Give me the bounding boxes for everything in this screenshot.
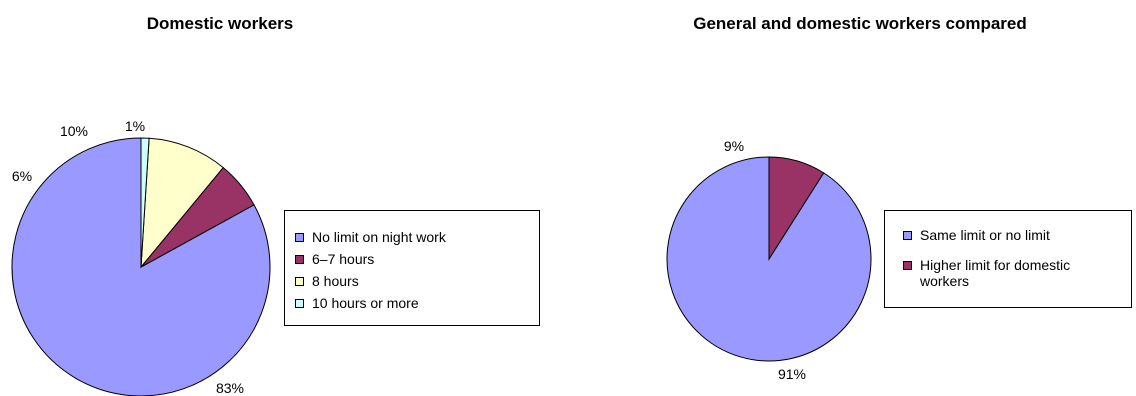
pie-slice <box>11 137 271 396</box>
legend-swatch <box>295 255 304 264</box>
pie-slice-label: 9% <box>724 138 744 154</box>
legend-swatch <box>295 299 304 308</box>
pie-slice-label: 1% <box>125 118 145 134</box>
legend-item: 8 hours <box>295 273 359 289</box>
legend-item: 10 hours or more <box>295 295 419 311</box>
legend-item: Higher limit for domestic workers <box>903 257 1108 289</box>
pie-slice <box>768 156 825 261</box>
pie-slice-label: 6% <box>12 168 32 184</box>
legend-label: 10 hours or more <box>312 295 419 311</box>
legend-item: 6–7 hours <box>295 251 374 267</box>
legend-label: 8 hours <box>312 273 359 289</box>
legend-swatch <box>295 233 304 242</box>
legend-label: No limit on night work <box>312 229 446 245</box>
pie-slice <box>140 137 224 269</box>
legend-swatch <box>903 261 912 270</box>
legend-label: 6–7 hours <box>312 251 375 267</box>
legend-domestic-workers: No limit on night work 6–7 hours 8 hours… <box>284 210 540 326</box>
chart-title-domestic-workers: Domestic workers <box>146 14 294 33</box>
pie-slice-label: 83% <box>216 380 244 396</box>
pie-slice <box>140 137 150 268</box>
legend-swatch <box>903 231 912 240</box>
legend-label: Higher limit for domestic workers <box>920 257 1071 289</box>
legend-swatch <box>295 277 304 286</box>
pie-slice-label: 91% <box>778 366 806 382</box>
legend-general-vs-domestic: Same limit or no limit Higher limit for … <box>884 210 1132 308</box>
legend-item: No limit on night work <box>295 229 446 245</box>
legend-item: Same limit or no limit <box>903 227 1050 243</box>
legend-label: Same limit or no limit <box>920 227 1050 243</box>
pie-slice-label: 10% <box>60 123 88 139</box>
chart-title-general-vs-domestic: General and domestic workers compared <box>693 14 1027 33</box>
